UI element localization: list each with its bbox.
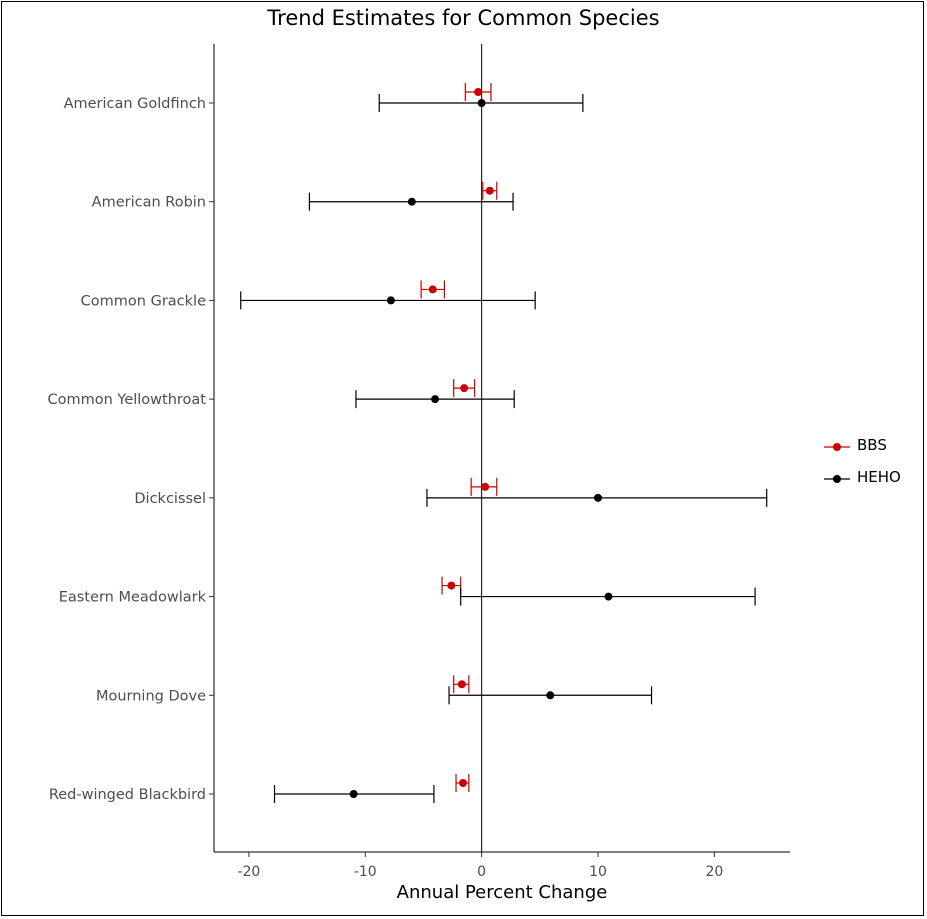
y-category-label: Common Yellowthroat [47,392,206,408]
marks-group [240,83,768,803]
errorbar-bbs [464,83,492,101]
point-heho [477,99,486,107]
x-axis-title: Annual Percent Change [396,882,608,903]
legend: BBS HEHO [822,436,922,500]
point-heho [407,197,416,206]
y-category-label: Dickcissel [134,491,206,507]
legend-item-heho: HEHO [822,468,922,500]
x-ticks-group: -20 -10 0 10 20 [237,852,723,880]
errorbar-bbs [482,181,498,200]
chart-title: Trend Estimates for Common Species [267,6,660,30]
errorbar-bbs [420,280,445,299]
point-bbs [474,88,483,96]
errorbar-bbs [453,379,476,398]
y-category-label: American Goldfinch [64,96,206,112]
x-tick-label: -20 [237,864,260,880]
legend-key-bbs [824,443,850,451]
point-bbs [457,680,466,689]
legend-label-heho: HEHO [857,468,901,486]
errorbar-heho [240,291,536,310]
point-bbs [447,581,456,590]
point-heho [349,790,358,798]
y-category-label: Common Grackle [81,293,206,309]
errorbar-heho [355,390,515,409]
errorbar-heho [448,686,653,705]
y-category-label: Eastern Meadowlark [59,590,207,606]
point-bbs [460,384,469,393]
errorbar-bbs [470,477,498,496]
x-tick-label: 20 [705,864,723,880]
legend-item-bbs: BBS [822,436,922,468]
errorbar-bbs [453,675,470,694]
y-category-label: Red-winged Blackbird [49,787,206,803]
point-heho [604,592,613,601]
legend-label-bbs: BBS [857,436,887,454]
x-tick-label: 10 [589,864,607,880]
errorbar-bbs [441,576,462,595]
y-category-label: Mourning Dove [96,688,206,704]
axes-group [213,44,790,853]
x-tick-label: 0 [477,864,486,880]
legend-key-heho [824,475,850,483]
errorbar-heho [460,587,756,606]
errorbar-heho [308,192,514,211]
point-bbs [428,285,437,294]
errorbar-heho [426,488,768,507]
point-bbs [481,482,490,491]
point-heho [431,395,440,404]
point-bbs [485,186,494,195]
errorbar-bbs [455,774,470,792]
errorbar-heho [273,785,435,803]
point-heho [386,296,395,305]
point-heho [594,493,602,502]
point-bbs [459,779,468,787]
y-category-label: American Robin [92,195,206,211]
y-ticks-group: American Goldfinch American Robin Common G… [47,96,214,803]
errorbar-heho [378,94,584,112]
x-tick-label: -10 [354,864,377,880]
point-heho [546,691,555,700]
